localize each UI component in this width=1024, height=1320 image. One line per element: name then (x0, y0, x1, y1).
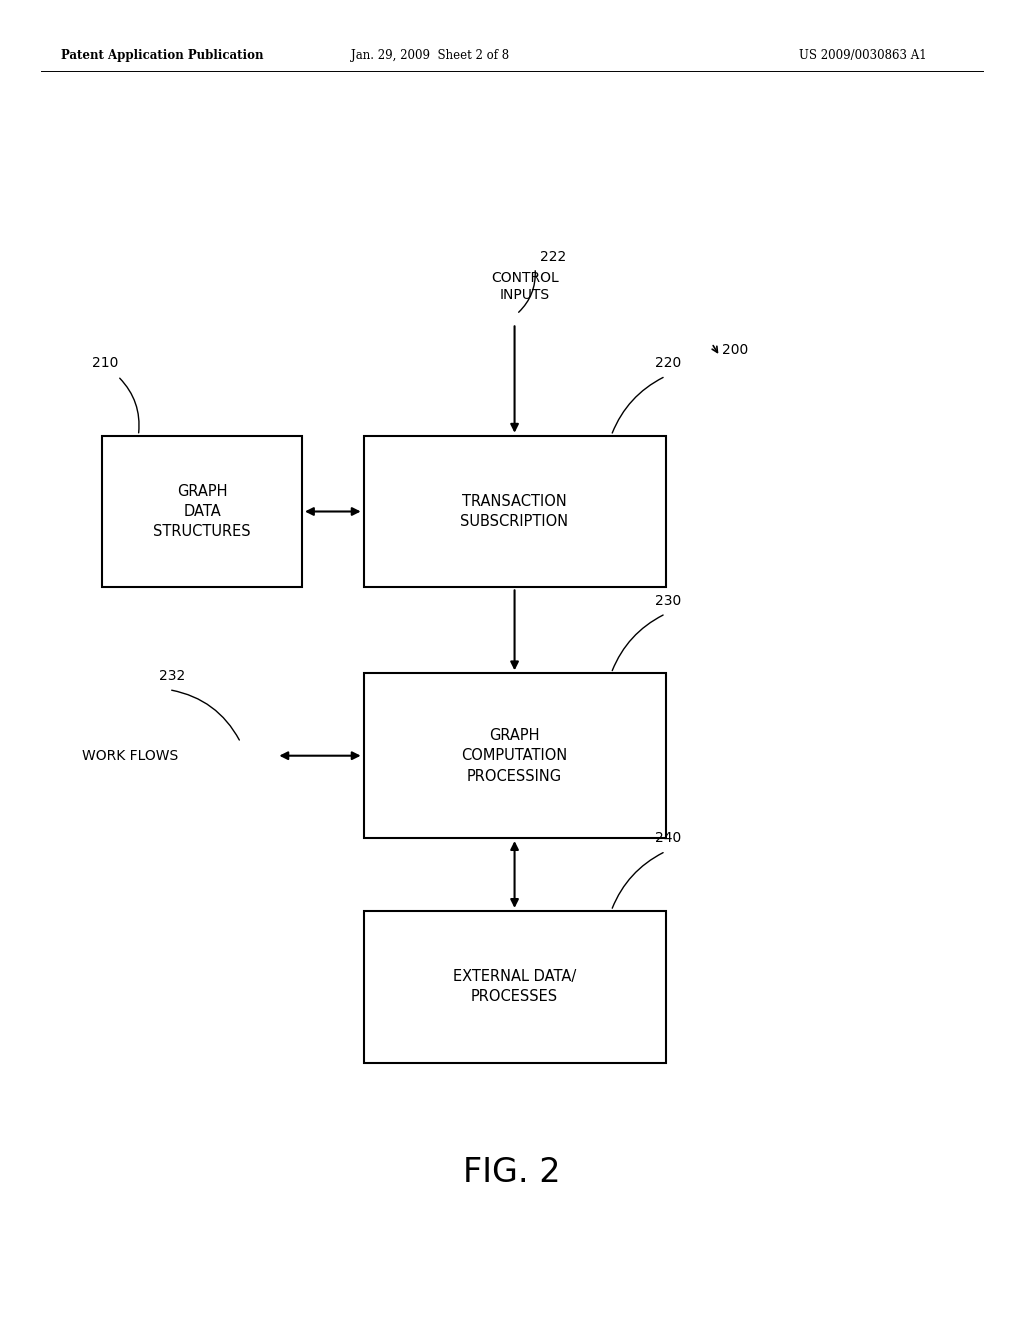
Bar (364, 673, 666, 838)
Text: FIG. 2: FIG. 2 (463, 1156, 561, 1188)
Text: 232: 232 (159, 669, 185, 684)
Text: 210: 210 (92, 356, 119, 370)
Text: 222: 222 (541, 251, 566, 264)
Text: 230: 230 (655, 594, 682, 607)
Bar (364, 911, 666, 1063)
Text: GRAPH
COMPUTATION
PROCESSING: GRAPH COMPUTATION PROCESSING (462, 727, 567, 784)
Text: 200: 200 (722, 343, 749, 356)
Text: Patent Application Publication: Patent Application Publication (61, 49, 264, 62)
Text: CONTROL
INPUTS: CONTROL INPUTS (490, 271, 559, 302)
Text: US 2009/0030863 A1: US 2009/0030863 A1 (799, 49, 927, 62)
Bar (364, 436, 666, 587)
Text: 220: 220 (655, 356, 682, 370)
Text: GRAPH
DATA
STRUCTURES: GRAPH DATA STRUCTURES (154, 483, 251, 540)
Text: TRANSACTION
SUBSCRIPTION: TRANSACTION SUBSCRIPTION (461, 494, 568, 529)
Text: EXTERNAL DATA/
PROCESSES: EXTERNAL DATA/ PROCESSES (453, 969, 577, 1005)
Text: WORK FLOWS: WORK FLOWS (82, 748, 178, 763)
Text: Jan. 29, 2009  Sheet 2 of 8: Jan. 29, 2009 Sheet 2 of 8 (351, 49, 509, 62)
Text: 240: 240 (655, 832, 682, 845)
Bar (102, 436, 302, 587)
